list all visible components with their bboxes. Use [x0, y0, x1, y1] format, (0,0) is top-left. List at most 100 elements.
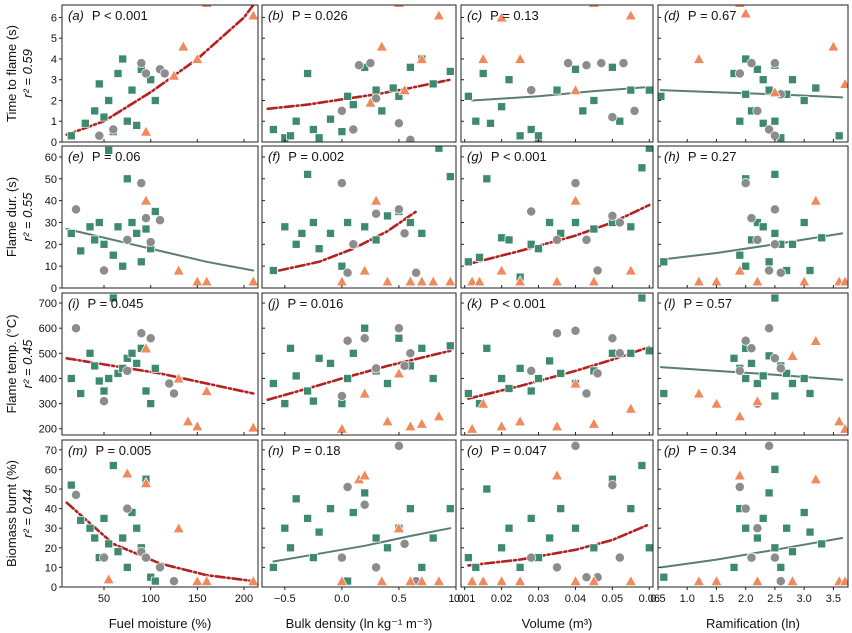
point-square	[127, 218, 137, 227]
point-square	[589, 224, 599, 234]
panel-letter: (a)	[68, 8, 84, 23]
x-tick-label: 0.06	[639, 593, 660, 605]
point-square	[497, 543, 506, 553]
point-circle	[411, 267, 422, 278]
point-triangle	[739, 7, 752, 19]
point-circle	[526, 552, 537, 563]
point-square	[118, 54, 128, 64]
point-circle	[764, 265, 775, 276]
point-square	[753, 533, 762, 543]
point-circle	[581, 60, 592, 71]
point-circle	[141, 68, 151, 79]
point-circle	[136, 328, 147, 339]
panel-letter: (e)	[68, 149, 84, 164]
point-square	[104, 96, 114, 105]
point-circle	[71, 489, 81, 500]
point-triangle	[121, 467, 134, 479]
point-square	[753, 379, 762, 388]
point-square	[515, 364, 525, 373]
point-circle	[99, 265, 109, 276]
point-circle	[405, 134, 416, 142]
point-triangle	[375, 574, 388, 586]
panel-frame	[460, 145, 654, 289]
point-square	[343, 374, 352, 383]
point-square	[644, 146, 653, 153]
point-square	[626, 222, 636, 232]
point-square	[659, 389, 669, 398]
point-square	[747, 359, 756, 368]
point-square	[741, 374, 751, 383]
point-square	[94, 79, 104, 89]
row-ylabel: Flame temp. (°C)	[4, 314, 19, 413]
point-circle	[581, 388, 592, 399]
point-triangle	[839, 77, 848, 89]
point-square	[150, 207, 160, 216]
panel-label: (j) P = 0.016	[268, 296, 343, 311]
point-square	[805, 527, 815, 537]
point-triangle	[569, 574, 582, 586]
point-square	[578, 106, 588, 116]
y-tick-label: 20	[45, 239, 57, 251]
point-square	[799, 218, 809, 227]
point-circle	[552, 234, 562, 245]
point-triangle	[809, 472, 822, 485]
point-square	[482, 484, 492, 494]
point-square	[360, 222, 370, 232]
panel-letter: (b)	[268, 8, 284, 23]
panel-data	[464, 293, 653, 434]
panel-pvalue: P = 0.047	[491, 443, 547, 458]
x-tick-label: 2.5	[767, 593, 782, 605]
y-tick-label: 1	[51, 116, 57, 128]
point-circle	[94, 130, 105, 141]
point-square	[394, 333, 404, 343]
panel-data	[659, 440, 848, 587]
y-tick-label: 5	[51, 33, 57, 45]
point-square	[471, 116, 481, 126]
point-square	[269, 125, 278, 134]
point-circle	[359, 333, 370, 344]
point-circle	[775, 267, 786, 278]
point-circle	[122, 234, 133, 245]
panel-data	[65, 146, 258, 287]
point-square	[90, 533, 100, 543]
panel-letter: (f)	[268, 149, 280, 164]
point-square	[326, 229, 335, 238]
panel-label: (a) P < 0.001	[68, 8, 148, 23]
y-tick-label: 0	[51, 283, 57, 295]
point-square	[136, 257, 146, 267]
point-square	[478, 69, 488, 78]
x-tick-label: 0.5	[650, 593, 665, 605]
panel-pvalue: P = 0.002	[288, 149, 344, 164]
point-triangle	[191, 574, 204, 586]
panel-label: (i) P = 0.045	[68, 296, 143, 311]
y-tick-label: 10	[45, 562, 57, 574]
point-square	[770, 229, 780, 238]
point-square	[571, 218, 580, 227]
point-square	[377, 106, 387, 116]
point-square	[428, 533, 438, 543]
point-triangle	[191, 419, 204, 432]
y-tick-label: 40	[45, 504, 57, 516]
point-square	[371, 533, 381, 543]
panel-l: (l) P = 0.57	[657, 292, 849, 436]
point-square	[534, 244, 543, 254]
panel-frame	[261, 292, 457, 436]
point-circle	[592, 265, 603, 276]
point-square	[314, 353, 324, 363]
point-square	[659, 257, 669, 267]
point-square	[758, 514, 768, 523]
point-circle	[164, 378, 175, 389]
point-square	[348, 348, 358, 358]
point-square	[118, 261, 128, 271]
point-square	[314, 527, 324, 537]
point-circle	[769, 58, 780, 69]
fit-line	[471, 86, 651, 102]
panel-h: (h) P = 0.27	[657, 145, 849, 289]
point-square	[383, 211, 392, 221]
panel-label: (b) P = 0.026	[268, 8, 348, 23]
point-square	[589, 543, 599, 553]
point-square	[122, 174, 132, 184]
point-triangle	[495, 11, 508, 23]
point-triangle	[692, 52, 705, 64]
point-square	[371, 235, 381, 245]
